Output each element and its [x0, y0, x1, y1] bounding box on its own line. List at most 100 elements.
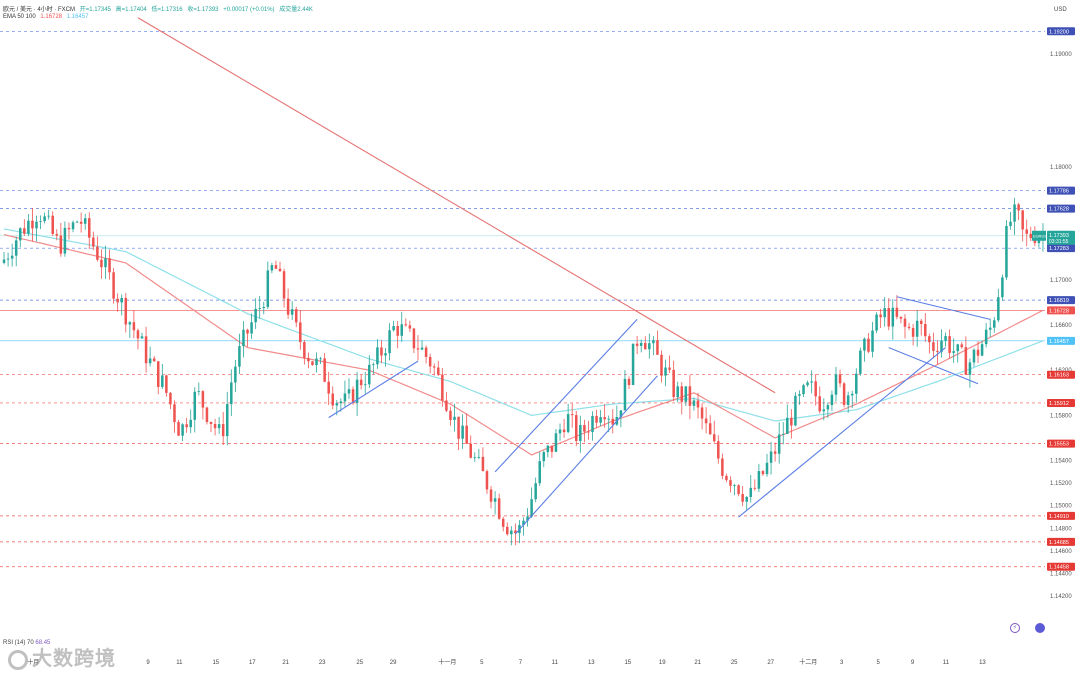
candle-body: [538, 461, 541, 484]
candle: [1025, 219, 1028, 247]
candle: [757, 463, 761, 493]
candle: [611, 409, 615, 434]
candle: [932, 332, 935, 359]
candle: [952, 338, 955, 363]
candle-body: [526, 516, 529, 521]
time-axis[interactable]: 十月 9 11 15 17 21 23 25 29 十一月 5 7 11 13 15 19 21 25 27 十二月 3…: [27, 658, 986, 666]
x-tick-label: 11: [552, 660, 559, 666]
candle-body: [368, 364, 371, 385]
candle-body: [729, 480, 732, 486]
candle: [777, 422, 781, 464]
candle-body: [765, 462, 769, 475]
candle-body: [87, 218, 91, 238]
candle: [238, 333, 241, 375]
candle: [855, 368, 858, 403]
candle: [311, 360, 314, 366]
candle: [83, 213, 87, 230]
candle-body: [850, 393, 854, 396]
candle-body: [530, 499, 533, 517]
current-price-label: 1.17393: [1049, 233, 1069, 239]
price-axis[interactable]: 1.190001.180001.170001.166001.162001.158…: [1032, 27, 1075, 600]
candle: [846, 391, 850, 413]
candle: [538, 451, 541, 486]
candle-body: [741, 494, 744, 502]
candle: [984, 322, 988, 348]
candle-body: [441, 374, 444, 401]
candle: [712, 420, 716, 443]
candle: [47, 209, 50, 220]
candle-body: [566, 414, 570, 433]
candle: [570, 403, 574, 428]
trendlines[interactable]: [137, 17, 991, 535]
candle: [209, 421, 213, 433]
candle-body: [952, 351, 955, 353]
candle-body: [1009, 221, 1012, 227]
candle-body: [234, 366, 237, 383]
candle: [899, 316, 903, 324]
price-marker-box: [1047, 398, 1075, 407]
candle-body: [193, 391, 197, 420]
candle-body: [181, 424, 184, 436]
alert-icon[interactable]: ⚡: [1010, 623, 1020, 633]
candle: [595, 409, 598, 428]
candle-body: [481, 456, 485, 472]
candle: [10, 243, 14, 267]
candle: [619, 410, 623, 428]
price-marker-label: 1.17283: [1049, 246, 1069, 252]
candle: [152, 356, 156, 362]
rsi-legend[interactable]: RSI (14) 70 68.45: [3, 640, 50, 646]
x-tick-label: 十一月: [438, 658, 456, 666]
candle: [871, 321, 874, 358]
candle: [384, 347, 387, 367]
candle: [420, 340, 424, 351]
candle-body: [895, 307, 899, 317]
candle: [71, 220, 75, 233]
settings-icon[interactable]: [1035, 623, 1045, 633]
candle-body: [972, 349, 976, 363]
candle-body: [217, 424, 221, 429]
candle-body: [6, 258, 10, 260]
candle-body: [205, 407, 209, 422]
candle: [887, 298, 891, 331]
candle: [254, 298, 257, 330]
trendline-flag-lower: [888, 347, 979, 385]
candle: [566, 403, 570, 434]
ema-legend[interactable]: EMA 50 100 1.16728 1.16457: [3, 14, 91, 20]
candle-body: [997, 297, 1000, 321]
candle-body: [773, 451, 777, 454]
trendline-rising-support: [738, 347, 946, 518]
candle: [830, 390, 834, 411]
candle-body: [757, 471, 761, 489]
candle-body: [189, 419, 192, 428]
candle: [554, 428, 558, 453]
candle: [672, 360, 675, 402]
candle-body: [830, 394, 834, 406]
symbol-title[interactable]: 欧元 / 美元 · 4小时 · FXCM: [3, 7, 76, 13]
candle-body: [879, 314, 882, 318]
candle-body: [668, 367, 671, 370]
candle-body: [169, 392, 172, 405]
candle: [230, 369, 233, 417]
candle-body: [510, 530, 513, 535]
candle: [859, 347, 862, 376]
candle: [895, 295, 899, 320]
x-tick-label: 十二月: [799, 658, 817, 666]
candle-body: [956, 344, 960, 352]
candle-body: [331, 393, 335, 406]
price-marker-label: 1.16819: [1049, 298, 1069, 304]
low-value: 低=1.17316: [151, 7, 183, 13]
y-tick-label: 1.17000: [1050, 278, 1072, 284]
candle-body: [623, 378, 627, 411]
candle: [120, 294, 123, 316]
candle: [964, 336, 968, 376]
candle: [753, 479, 757, 491]
ema50-line: [3, 234, 1044, 456]
candle: [802, 383, 805, 398]
candle-body: [794, 395, 797, 426]
chart-header: 欧元 / 美元 · 4小时 · FXCM 开=1.17345 高=1.17404…: [3, 4, 316, 13]
candle-body: [274, 265, 278, 269]
candle: [400, 311, 404, 342]
candle-body: [416, 348, 420, 350]
price-marker-box: [1047, 244, 1075, 253]
